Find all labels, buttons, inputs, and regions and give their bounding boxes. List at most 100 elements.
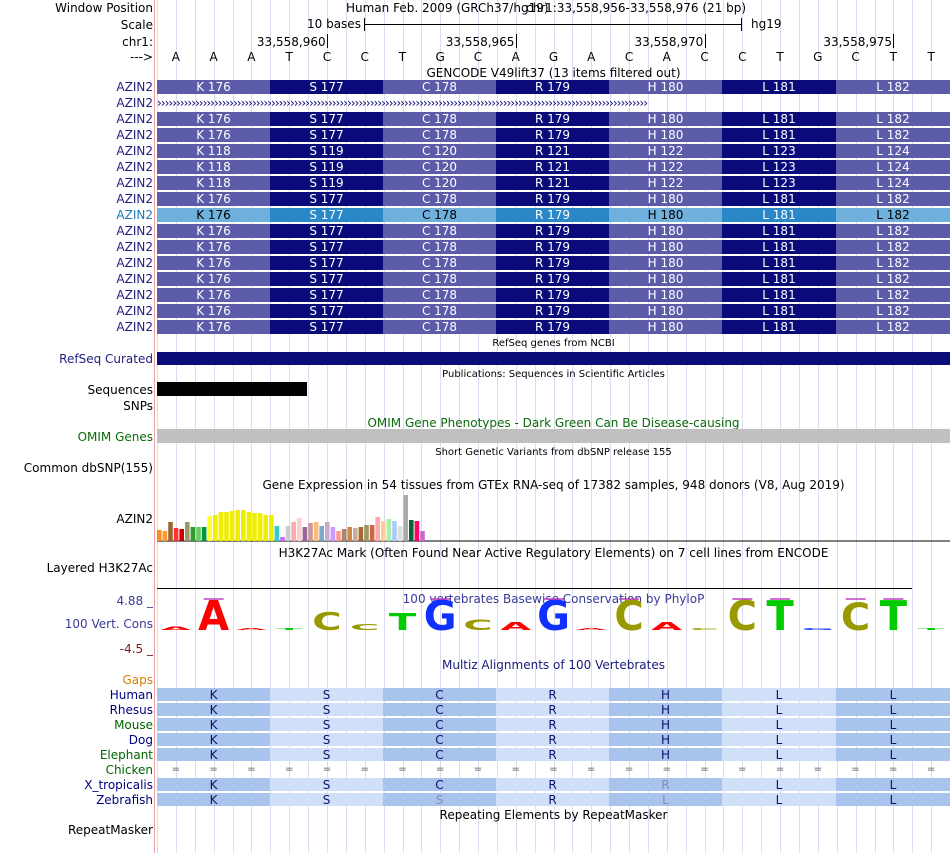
gtex-tissue-bar[interactable]: [319, 526, 324, 541]
amino-acid-cell[interactable]: R 179: [496, 240, 609, 254]
gtex-tissue-bar[interactable]: [162, 531, 168, 541]
gencode-transcript[interactable]: K 176 S 177 C 178 R 179 H 180 L 181 L 182: [157, 288, 950, 302]
sequences-label[interactable]: Sequences: [87, 383, 153, 397]
gtex-tissue-bar[interactable]: [257, 513, 263, 541]
gtex-tissue-bar[interactable]: [330, 527, 336, 541]
amino-acid-cell[interactable]: C 178: [383, 320, 496, 334]
gtex-tissue-bar[interactable]: [302, 527, 308, 541]
multiz-species-label[interactable]: Chicken: [105, 763, 153, 777]
gencode-row-label[interactable]: AZIN2: [116, 208, 153, 222]
dbsnp-label[interactable]: Common dbSNP(155): [23, 461, 153, 475]
gencode-row-label[interactable]: AZIN2: [116, 256, 153, 270]
gencode-row-label[interactable]: AZIN2: [116, 288, 153, 302]
amino-acid-cell[interactable]: H 180: [609, 128, 722, 142]
multiz-title[interactable]: Multiz Alignments of 100 Vertebrates: [441, 658, 666, 672]
amino-acid-cell[interactable]: K 118: [157, 160, 270, 174]
gencode-row-label[interactable]: AZIN2: [116, 112, 153, 126]
amino-acid-cell[interactable]: L 124: [836, 144, 950, 158]
amino-acid-cell[interactable]: L 182: [836, 208, 950, 222]
gencode-transcript[interactable]: K 176 S 177 C 178 R 179 H 180 L 181 L 182: [157, 80, 950, 94]
amino-acid-cell[interactable]: L 181: [722, 128, 836, 142]
amino-acid-cell[interactable]: K 118: [157, 144, 270, 158]
multiz-species-label[interactable]: Dog: [128, 733, 153, 747]
gtex-tissue-bar[interactable]: [224, 512, 229, 541]
amino-acid-cell[interactable]: L 182: [836, 256, 950, 270]
phylop-label[interactable]: 100 Vert. Cons: [64, 617, 153, 631]
amino-acid-cell[interactable]: R 121: [496, 144, 609, 158]
amino-acid-cell[interactable]: C 178: [383, 224, 496, 238]
amino-acid-cell[interactable]: H 122: [609, 144, 722, 158]
amino-acid-cell[interactable]: H 180: [609, 272, 722, 286]
gtex-tissue-bar[interactable]: [414, 521, 420, 541]
gencode-row-label[interactable]: AZIN2: [116, 160, 153, 174]
amino-acid-cell[interactable]: L 182: [836, 128, 950, 142]
gtex-tissue-bar[interactable]: [241, 510, 246, 541]
gtex-tissue-bar[interactable]: [347, 527, 352, 541]
gtex-tissue-bar[interactable]: [269, 515, 274, 541]
amino-acid-cell[interactable]: R 179: [496, 256, 609, 270]
gtex-tissue-bar[interactable]: [297, 518, 302, 541]
amino-acid-cell[interactable]: S 177: [270, 256, 383, 270]
gtex-tissue-bar[interactable]: [218, 512, 224, 541]
amino-acid-cell[interactable]: S 119: [270, 176, 383, 190]
amino-acid-cell[interactable]: R 121: [496, 176, 609, 190]
gencode-row-label[interactable]: AZIN2: [116, 96, 153, 110]
amino-acid-cell[interactable]: L 182: [836, 192, 950, 206]
amino-acid-cell[interactable]: R 121: [496, 160, 609, 174]
amino-acid-cell[interactable]: S 177: [270, 320, 383, 334]
amino-acid-cell[interactable]: K 176: [157, 112, 270, 126]
omim-title[interactable]: OMIM Gene Phenotypes - Dark Green Can Be…: [367, 416, 740, 430]
gencode-title[interactable]: GENCODE V49lift37 (13 items filtered out…: [426, 66, 681, 80]
refseq-gene-bar[interactable]: [157, 352, 950, 365]
amino-acid-cell[interactable]: S 177: [270, 224, 383, 238]
gencode-row-label[interactable]: AZIN2: [116, 144, 153, 158]
amino-acid-cell[interactable]: L 182: [836, 288, 950, 302]
gencode-row-label[interactable]: AZIN2: [116, 176, 153, 190]
gtex-tissue-bar[interactable]: [397, 526, 403, 541]
amino-acid-cell[interactable]: L 182: [836, 112, 950, 126]
gtex-tissue-bar[interactable]: [291, 522, 296, 541]
gtex-tissue-bar[interactable]: [403, 495, 408, 541]
amino-acid-cell[interactable]: L 181: [722, 288, 836, 302]
amino-acid-cell[interactable]: H 122: [609, 160, 722, 174]
gtex-tissue-bar[interactable]: [185, 522, 190, 541]
amino-acid-cell[interactable]: R 179: [496, 128, 609, 142]
amino-acid-cell[interactable]: S 177: [270, 272, 383, 286]
amino-acid-cell[interactable]: K 176: [157, 256, 270, 270]
amino-acid-cell[interactable]: K 176: [157, 80, 270, 94]
amino-acid-cell[interactable]: H 180: [609, 304, 722, 318]
gencode-row-label[interactable]: AZIN2: [116, 192, 153, 206]
gencode-transcript[interactable]: K 118 S 119 C 120 R 121 H 122 L 123 L 124: [157, 144, 950, 158]
gtex-tissue-bar[interactable]: [280, 537, 285, 541]
amino-acid-cell[interactable]: H 180: [609, 224, 722, 238]
amino-acid-cell[interactable]: C 178: [383, 304, 496, 318]
amino-acid-cell[interactable]: R 179: [496, 208, 609, 222]
pubs-title[interactable]: Publications: Sequences in Scientific Ar…: [442, 369, 665, 380]
gencode-row-label[interactable]: AZIN2: [116, 304, 153, 318]
gtex-tissue-bar[interactable]: [353, 528, 358, 541]
amino-acid-cell[interactable]: H 180: [609, 208, 722, 222]
amino-acid-cell[interactable]: R 179: [496, 304, 609, 318]
gtex-tissue-bar[interactable]: [246, 512, 252, 541]
refseq-title[interactable]: RefSeq genes from NCBI: [492, 338, 615, 349]
amino-acid-cell[interactable]: C 178: [383, 128, 496, 142]
sequences-feature[interactable]: [157, 382, 307, 396]
amino-acid-cell[interactable]: K 176: [157, 288, 270, 302]
amino-acid-cell[interactable]: L 182: [836, 224, 950, 238]
amino-acid-cell[interactable]: C 178: [383, 112, 496, 126]
gencode-transcript[interactable]: K 176 S 177 C 178 R 179 H 180 L 181 L 182: [157, 224, 950, 238]
gtex-tissue-bar[interactable]: [420, 531, 425, 541]
gencode-transcript[interactable]: K 118 S 119 C 120 R 121 H 122 L 123 L 124: [157, 176, 950, 190]
amino-acid-cell[interactable]: H 180: [609, 288, 722, 302]
amino-acid-cell[interactable]: L 181: [722, 224, 836, 238]
gencode-transcript[interactable]: K 176 S 177 C 178 R 179 H 180 L 181 L 182: [157, 304, 950, 318]
amino-acid-cell[interactable]: L 181: [722, 240, 836, 254]
strand-arrow-label[interactable]: --->: [129, 50, 153, 64]
amino-acid-cell[interactable]: S 119: [270, 160, 383, 174]
h3k27ac-label[interactable]: Layered H3K27Ac: [46, 561, 153, 575]
repeatmasker-title[interactable]: Repeating Elements by RepeatMasker: [439, 808, 668, 822]
gencode-transcript[interactable]: K 176 S 177 C 178 R 179 H 180 L 181 L 182: [157, 256, 950, 270]
